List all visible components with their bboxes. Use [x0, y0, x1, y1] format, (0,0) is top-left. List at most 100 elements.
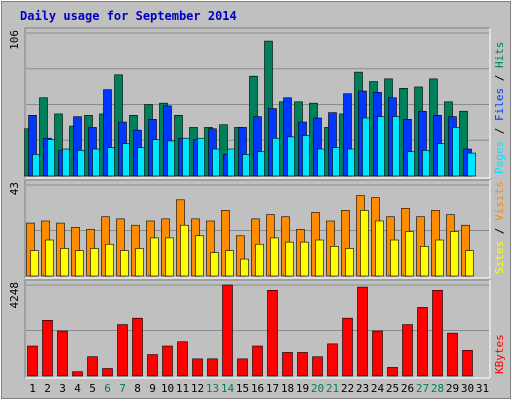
chart-title: Daily usage for September 2014 [20, 9, 237, 23]
x-tick-label-1: 1 [29, 382, 36, 395]
outer-border-dark [1, 1, 511, 399]
panel-hits-files-pages: 106Hits 1: 35Files 1: 45Pages 1: 16Hits … [8, 27, 491, 179]
x-tick-label-20: 20 [311, 382, 324, 395]
side-label-files: Files [493, 88, 506, 121]
x-tick-label-30: 30 [461, 382, 474, 395]
bar-kbytes-day-23: KBytes 23: 4150 [357, 286, 368, 377]
x-tick-label-9: 9 [149, 382, 156, 395]
bar-kbytes-day-25: KBytes 25: 400 [387, 367, 398, 377]
x-tick-label-22: 22 [341, 382, 354, 395]
x-tick-label-29: 29 [446, 382, 459, 395]
bar-kbytes-day-7: KBytes 7: 2400 [117, 324, 128, 377]
bar-sites-day-10: Sites 10: 18 [165, 237, 174, 277]
side-label-hits: Hits [493, 42, 506, 69]
bar-sites-day-30: Sites 30: 12 [465, 250, 474, 277]
bar-sites-day-9: Sites 9: 18 [150, 237, 159, 277]
bar-kbytes-day-1: KBytes 1: 1400 [27, 345, 38, 377]
bar-kbytes-day-14: KBytes 14: 4248 [222, 284, 233, 377]
bar-sites-day-15: Sites 15: 8 [240, 258, 249, 277]
bar-kbytes-day-26: KBytes 26: 2400 [402, 324, 413, 377]
x-tick-label-28: 28 [431, 382, 444, 395]
side-label-separator: / [493, 68, 506, 88]
x-tick-label-8: 8 [134, 382, 141, 395]
bar-sites-day-21: Sites 21: 14 [330, 246, 339, 277]
panel-max-label: 106 [8, 30, 21, 50]
bar-kbytes-day-29: KBytes 29: 2000 [447, 332, 458, 377]
bar-kbytes-day-20: KBytes 20: 900 [312, 356, 323, 377]
x-tick-label-15: 15 [236, 382, 249, 395]
bar-kbytes-day-18: KBytes 18: 1100 [282, 352, 293, 377]
panel-sites-visits: 43Visits 1: 25Sites 1: 12Visits 2: 26Sit… [8, 179, 491, 279]
panel-max-label: 43 [8, 182, 21, 195]
bar-sites-day-14: Sites 14: 12 [225, 250, 234, 277]
bar-sites-day-20: Sites 20: 17 [315, 239, 324, 277]
bar-kbytes-day-12: KBytes 12: 800 [192, 358, 203, 377]
bar-kbytes-day-15: KBytes 15: 800 [237, 358, 248, 377]
bar-sites-day-29: Sites 29: 21 [450, 231, 459, 277]
bar-sites-day-3: Sites 3: 13 [60, 248, 69, 277]
bar-sites-day-22: Sites 22: 13 [345, 248, 354, 277]
bar-sites-day-18: Sites 18: 16 [285, 241, 294, 277]
x-tick-label-7: 7 [119, 382, 126, 395]
bar-kbytes-day-22: KBytes 22: 2700 [342, 317, 353, 377]
bar-kbytes-day-5: KBytes 5: 900 [87, 356, 98, 377]
x-tick-label-23: 23 [356, 382, 369, 395]
side-label-separator: / [493, 121, 506, 141]
x-tick-label-24: 24 [371, 382, 385, 395]
x-tick-label-2: 2 [44, 382, 51, 395]
bar-sites-day-17: Sites 17: 18 [270, 237, 279, 277]
x-tick-label-18: 18 [281, 382, 294, 395]
bar-sites-day-19: Sites 19: 16 [300, 241, 309, 277]
panel-kbytes: 4248 KBytes 1: 1400 KBytes 2: 2600 KBytes 3… [8, 279, 491, 379]
x-tick-label-25: 25 [386, 382, 399, 395]
bar-sites-day-27: Sites 27: 14 [420, 246, 429, 277]
x-tick-label-26: 26 [401, 382, 414, 395]
bar-sites-day-13: Sites 13: 11 [210, 252, 219, 277]
bar-sites-day-24: Sites 24: 26 [375, 220, 384, 277]
bar-sites-day-16: Sites 16: 15 [255, 243, 264, 277]
bar-sites-day-28: Sites 28: 17 [435, 239, 444, 277]
bar-sites-day-6: Sites 6: 15 [105, 243, 114, 277]
bar-kbytes-day-3: KBytes 3: 2100 [57, 330, 68, 377]
bar-kbytes-day-13: KBytes 13: 800 [207, 358, 218, 377]
bar-sites-day-12: Sites 12: 19 [195, 235, 204, 277]
x-axis-tick-labels: 1 2 3 4 5 6 7 8 9 10 11 12 13 14 15 16 17 18 19 20 21 22 23 24 2… [29, 382, 489, 395]
side-label-separator: / [493, 221, 506, 241]
x-tick-label-12: 12 [191, 382, 204, 395]
bar-sites-day-25: Sites 25: 17 [390, 239, 399, 277]
bar-sites-day-23: Sites 23: 31 [360, 210, 369, 277]
bar-sites-day-11: Sites 11: 24 [180, 224, 189, 277]
x-tick-label-19: 19 [296, 382, 309, 395]
bar-kbytes-day-6: KBytes 6: 350 [102, 368, 113, 377]
x-tick-label-21: 21 [326, 382, 339, 395]
bar-kbytes-day-4: KBytes 4: 200 [72, 371, 83, 377]
bar-kbytes-day-17: KBytes 17: 4000 [267, 290, 278, 377]
bar-kbytes-day-8: KBytes 8: 2700 [132, 317, 143, 377]
bar-sites-day-26: Sites 26: 21 [405, 231, 414, 277]
bar-sites-day-7: Sites 7: 12 [120, 250, 129, 277]
bar-kbytes-day-11: KBytes 11: 1600 [177, 341, 188, 377]
bar-kbytes-day-16: KBytes 16: 1400 [252, 345, 263, 377]
x-tick-label-14: 14 [221, 382, 235, 395]
bar-kbytes-day-9: KBytes 9: 1000 [147, 354, 158, 377]
bar-kbytes-day-30: KBytes 30: 1200 [462, 349, 473, 377]
bar-kbytes-day-28: KBytes 28: 4000 [432, 290, 443, 377]
bar-sites-day-1: Sites 1: 12 [30, 250, 39, 277]
bar-kbytes-day-27: KBytes 27: 3200 [417, 307, 428, 377]
x-tick-label-31: 31 [476, 382, 489, 395]
bar-kbytes-day-2: KBytes 2: 2600 [42, 320, 53, 377]
bar-sites-day-5: Sites 5: 13 [90, 248, 99, 277]
bar-sites-day-2: Sites 2: 17 [45, 239, 54, 277]
bar-sites-day-4: Sites 4: 12 [75, 250, 84, 277]
x-tick-label-3: 3 [59, 382, 66, 395]
side-labels: Pages / Files / Hits Sites / Visits KBytes [493, 42, 506, 375]
x-tick-label-4: 4 [74, 382, 81, 395]
side-label-pages: Pages [493, 141, 506, 174]
bar-kbytes-day-10: KBytes 10: 1400 [162, 345, 173, 377]
bar-sites-day-8: Sites 8: 13 [135, 248, 144, 277]
x-tick-label-13: 13 [206, 382, 219, 395]
x-tick-label-11: 11 [176, 382, 189, 395]
bar-kbytes-day-24: KBytes 24: 2100 [372, 330, 383, 377]
